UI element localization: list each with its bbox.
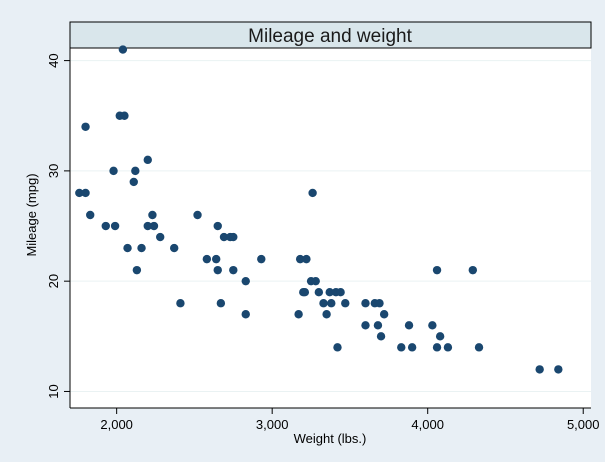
data-point [110,221,120,231]
data-point [397,343,406,352]
x-tick-label: 3,000 [256,417,289,432]
y-tick-label: 10 [46,384,61,398]
x-tick-label: 4,000 [411,417,444,432]
data-point [170,243,179,253]
data-point [319,299,328,308]
data-point [322,310,331,319]
data-point [229,265,238,275]
data-point [535,365,544,374]
data-point [443,343,453,352]
data-point [86,210,95,220]
data-points [75,45,563,374]
data-point [341,299,350,308]
data-point [109,166,118,176]
data-point [143,155,152,165]
data-point [336,288,345,297]
data-point [216,299,226,308]
data-point [404,321,414,330]
y-axis-title: Mileage (mpg) [24,173,39,256]
data-point [241,310,250,319]
data-point [211,254,221,264]
data-point [407,343,417,352]
data-point [314,288,324,297]
data-point [213,221,222,231]
data-point [432,343,442,352]
y-tick-label: 40 [46,53,61,67]
x-axis-title: Weight (lbs.) [294,431,367,446]
data-point [219,232,229,242]
data-point [375,299,384,308]
data-point [148,210,157,220]
grid-lines [70,60,591,392]
data-point [325,288,334,297]
data-point [257,254,266,264]
data-point [361,321,370,330]
data-point [101,221,110,231]
y-axis-ticks: 10 20 30 40 [46,53,70,399]
data-point [137,243,146,253]
data-point [428,321,437,330]
data-point [435,332,445,341]
data-point [132,265,142,275]
data-point [229,232,238,242]
x-tick-label: 2,000 [100,417,133,432]
chart-title: Mileage and weight [248,26,412,47]
data-point [333,343,342,352]
data-point [120,111,129,120]
data-point [474,343,484,352]
data-point [81,122,90,131]
data-point [294,310,303,319]
data-point [149,221,159,231]
data-point [302,254,311,264]
data-point [373,321,383,330]
data-point [241,276,250,286]
data-point [131,166,140,176]
x-tick-label: 5,000 [567,417,600,432]
data-point [118,45,128,54]
data-point [308,188,317,198]
data-point [361,299,370,308]
data-point [75,188,84,198]
title-box [69,21,592,49]
data-point [432,265,442,275]
data-point [376,332,386,341]
plot-area [70,22,591,408]
x-axis-ticks: 2,000 3,000 4,000 5,000 [100,408,599,432]
y-tick-label: 20 [46,274,61,288]
data-point [123,243,132,253]
data-point [327,299,336,308]
data-point [213,265,222,275]
data-point [81,188,90,198]
data-point [156,232,165,242]
data-point [202,254,212,264]
data-point [295,254,305,264]
data-point [379,310,389,319]
data-point [176,299,185,308]
data-point [468,265,478,275]
data-point [554,365,563,374]
data-point [143,221,152,231]
data-point [193,210,202,220]
data-point [129,177,138,187]
y-tick-label: 30 [46,164,61,178]
data-point [300,288,310,297]
data-point [311,276,320,286]
